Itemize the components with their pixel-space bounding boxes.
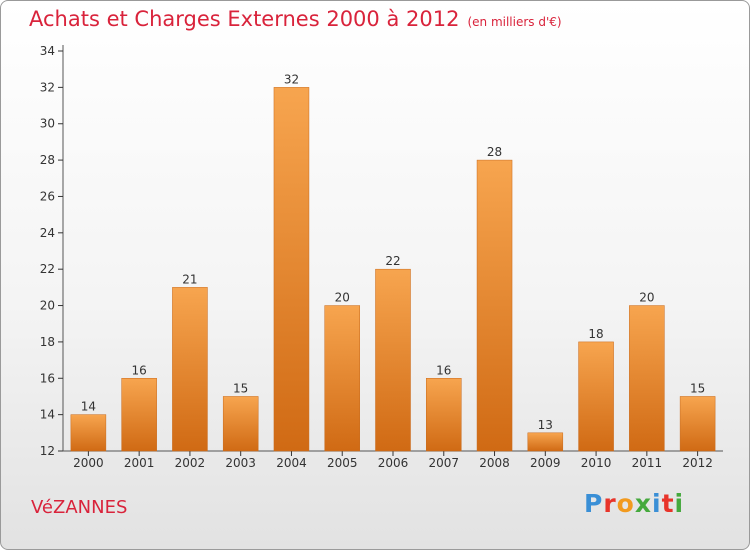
- data-label: 18: [588, 327, 603, 341]
- town-name: VéZANNES: [31, 497, 128, 518]
- x-tick-label: 2002: [175, 456, 206, 470]
- data-label: 21: [182, 272, 197, 286]
- y-tick-label: 32: [40, 80, 55, 94]
- y-tick-label: 14: [40, 408, 55, 422]
- y-tick-label: 28: [40, 153, 55, 167]
- proxiti-logo: Proxiti: [584, 489, 684, 518]
- x-tick-label: 2004: [276, 456, 307, 470]
- logo-letter: o: [616, 489, 635, 518]
- logo-letter: i: [652, 489, 662, 518]
- y-tick-label: 26: [40, 189, 55, 203]
- x-tick-label: 2008: [479, 456, 510, 470]
- chart-axes: 12 14 16 18 20 22 24 26 28 30 32 34: [40, 44, 723, 458]
- y-tick-label: 24: [40, 226, 55, 240]
- x-tick-label: 2005: [327, 456, 358, 470]
- bar: [578, 341, 614, 452]
- bar: [629, 305, 665, 452]
- x-tick-label: 2007: [428, 456, 459, 470]
- logo-letter: r: [603, 489, 617, 518]
- bar: [527, 432, 564, 452]
- x-tick-label: 2010: [581, 456, 612, 470]
- y-tick-label: 18: [40, 335, 55, 349]
- logo-letter: i: [674, 489, 685, 518]
- data-label: 15: [233, 381, 248, 395]
- data-label: 14: [81, 400, 96, 414]
- chart-title: Achats et Charges Externes 2000 à 2012 (e…: [29, 7, 562, 31]
- logo-letter: P: [584, 489, 604, 518]
- y-tick-label: 20: [40, 299, 55, 313]
- x-tick-label: 2006: [378, 456, 409, 470]
- x-tick-label: 2012: [682, 456, 713, 470]
- data-label: 20: [335, 291, 350, 305]
- data-label: 28: [487, 145, 502, 159]
- bar: [679, 396, 716, 452]
- y-tick-label: 30: [40, 117, 55, 131]
- data-label: 32: [284, 72, 299, 86]
- data-label: 20: [639, 291, 654, 305]
- data-label: 22: [385, 254, 400, 268]
- y-tick-label: 16: [40, 371, 55, 385]
- data-label: 16: [132, 363, 147, 377]
- bar: [426, 378, 462, 452]
- bar: [324, 305, 360, 452]
- y-tick-label: 34: [40, 44, 55, 58]
- x-tick-label: 2003: [225, 456, 256, 470]
- y-tick-label: 12: [40, 444, 55, 458]
- bar: [70, 414, 107, 452]
- bar: [273, 87, 310, 452]
- bar: [222, 396, 259, 452]
- x-tick-label: 2000: [73, 456, 104, 470]
- y-tick-label: 22: [40, 262, 55, 276]
- bar: [375, 268, 411, 452]
- bar: [121, 378, 157, 452]
- data-label: 13: [538, 418, 553, 432]
- logo-letter: t: [661, 489, 675, 518]
- bar: [476, 159, 513, 452]
- bar: [172, 287, 208, 452]
- data-label: 15: [690, 381, 705, 395]
- chart-subtitle: (en milliers d'€): [467, 15, 562, 29]
- chart-labels: 14 2000 16 2001 21 2002 15 2003 32 2004 20 2005 22 20…: [73, 72, 713, 470]
- x-tick-label: 2001: [124, 456, 155, 470]
- x-tick-label: 2011: [632, 456, 663, 470]
- chart-bars: [70, 87, 716, 452]
- logo-letter: x: [634, 489, 652, 518]
- data-label: 16: [436, 363, 451, 377]
- x-tick-label: 2009: [530, 456, 561, 470]
- chart-title-text: Achats et Charges Externes 2000 à 2012: [29, 7, 460, 31]
